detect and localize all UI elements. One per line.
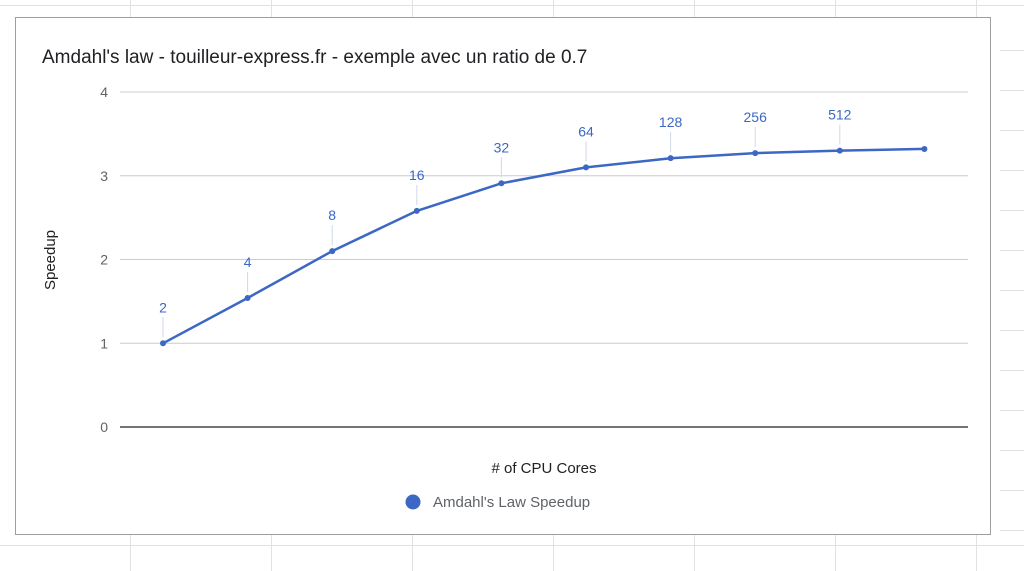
- data-label: 16: [409, 167, 425, 183]
- data-point[interactable]: [752, 150, 759, 157]
- legend[interactable]: Amdahl's Law Speedup: [405, 494, 591, 511]
- data-point[interactable]: [921, 145, 928, 152]
- y-tick-label: 3: [100, 168, 108, 184]
- series-line-amdahl-speedup: [162, 147, 925, 345]
- data-point[interactable]: [329, 248, 336, 255]
- y-axis-ticks: 0 1 2 3 4: [100, 84, 108, 435]
- legend-label: Amdahl's Law Speedup: [433, 494, 590, 511]
- y-tick-label: 1: [100, 335, 108, 351]
- data-label: 2: [159, 299, 167, 315]
- data-point[interactable]: [583, 164, 589, 171]
- chart-title: Amdahl's law - touilleur-express.fr - ex…: [42, 47, 587, 68]
- y-axis-title: Speedup: [42, 230, 59, 290]
- data-point[interactable]: [413, 207, 420, 214]
- y-tick-label: 4: [100, 84, 108, 100]
- line-chart: Amdahl's law - touilleur-express.fr - ex…: [42, 47, 968, 511]
- data-label: 32: [494, 139, 510, 155]
- data-label: 8: [328, 207, 336, 223]
- gridlines: [120, 91, 968, 344]
- chart-container[interactable]: Amdahl's law - touilleur-express.fr - ex…: [15, 17, 991, 535]
- y-tick-label: 0: [100, 419, 108, 435]
- data-label: 512: [828, 107, 852, 123]
- data-point[interactable]: [244, 295, 251, 302]
- data-points: [160, 145, 928, 347]
- data-point[interactable]: [667, 155, 674, 162]
- data-point[interactable]: [836, 147, 843, 154]
- data-point[interactable]: [498, 180, 505, 187]
- x-axis-title: # of CPU Cores: [491, 460, 596, 477]
- data-label: 128: [659, 114, 683, 130]
- data-label: 64: [578, 123, 594, 139]
- y-tick-label: 2: [100, 252, 108, 268]
- data-point[interactable]: [160, 340, 166, 347]
- data-label: 4: [244, 254, 252, 270]
- data-labels: 2 4 8 16 32 64 128 256 512: [159, 107, 852, 338]
- data-label: 256: [744, 109, 768, 125]
- legend-marker: [405, 494, 421, 510]
